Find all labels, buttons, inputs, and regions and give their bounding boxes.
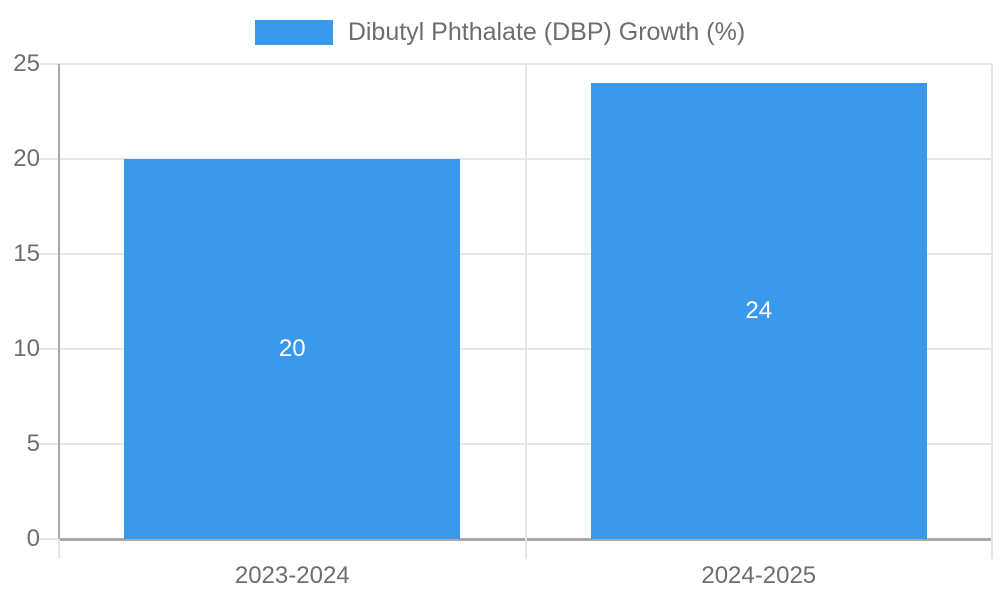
y-axis-tick bbox=[39, 348, 59, 350]
x-category-label: 2023-2024 bbox=[234, 562, 350, 589]
y-tick-label: 20 bbox=[13, 145, 40, 172]
x-axis-tick bbox=[524, 539, 527, 559]
y-axis-tick bbox=[39, 158, 59, 160]
x-axis-tick bbox=[991, 539, 993, 559]
y-axis-tick bbox=[39, 538, 59, 540]
category-gridline bbox=[524, 64, 527, 539]
y-axis-line bbox=[58, 64, 60, 539]
legend-swatch bbox=[254, 20, 333, 45]
bar[interactable] bbox=[590, 83, 927, 539]
y-tick-label: 25 bbox=[13, 50, 40, 77]
x-axis-tick bbox=[58, 539, 60, 559]
category-gridline bbox=[991, 64, 993, 539]
y-axis-tick bbox=[39, 63, 59, 65]
y-tick-label: 10 bbox=[13, 335, 40, 362]
y-tick-label: 5 bbox=[26, 430, 40, 457]
bar[interactable] bbox=[124, 159, 461, 539]
x-category-label: 2024-2025 bbox=[701, 562, 817, 589]
y-axis-tick bbox=[39, 253, 59, 255]
bar-value-label: 24 bbox=[745, 297, 773, 324]
legend[interactable]: Dibutyl Phthalate (DBP) Growth (%) bbox=[0, 20, 1000, 45]
legend-label: Dibutyl Phthalate (DBP) Growth (%) bbox=[347, 18, 746, 46]
y-tick-label: 15 bbox=[13, 240, 40, 267]
y-tick-label: 0 bbox=[26, 525, 40, 552]
y-axis-tick bbox=[39, 443, 59, 445]
bar-value-label: 20 bbox=[278, 335, 306, 362]
